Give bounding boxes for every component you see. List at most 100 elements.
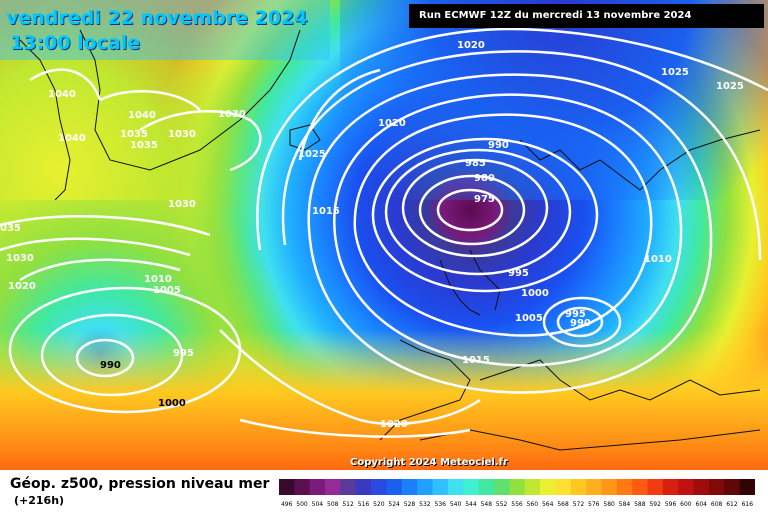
legend-swatch — [616, 479, 633, 495]
isobar-label: 1030 — [6, 253, 34, 264]
parameter-title: Géop. z500, pression niveau mer — [10, 476, 270, 492]
isobar-w1005 — [19, 258, 181, 282]
isobar-label: 1040 — [58, 133, 86, 144]
isobar-label: 1010 — [144, 274, 172, 285]
legend-swatch — [524, 479, 541, 495]
color-legend: 496 500 504 508 512 516 520 524 528 532 536 540 544 5… — [279, 479, 756, 509]
isobar-label: 990 — [570, 318, 591, 329]
legend-tick-label: 556 — [511, 501, 523, 508]
isobar-label: 1030 — [168, 129, 196, 140]
legend-tick-label: 512 — [342, 501, 354, 508]
legend-tick-label: 580 — [603, 501, 615, 508]
legend-swatch — [325, 479, 341, 495]
isobar-w995 — [40, 313, 184, 397]
isobar-label: 1005 — [515, 313, 543, 324]
legend-swatch — [309, 479, 326, 495]
isobar-label: 975 — [474, 194, 495, 205]
legend-tick-label: 616 — [742, 501, 754, 508]
isobar-label: 1040 — [48, 89, 76, 100]
isobar-label: 1030 — [218, 109, 246, 120]
isobar-label: 1020 — [380, 419, 408, 430]
iberia-coast — [379, 339, 471, 441]
legend-tick-label: 568 — [557, 501, 569, 508]
isobar-label: 985 — [465, 158, 486, 169]
northwest-field — [0, 0, 330, 60]
isobar-label: 1020 — [457, 40, 485, 51]
legend-tick-label: 532 — [419, 501, 431, 508]
legend-swatch — [739, 479, 756, 495]
legend-swatch — [355, 479, 372, 495]
isobar-1020 — [256, 27, 768, 251]
legend-tick-label: 584 — [619, 501, 631, 508]
isobar-985 — [401, 158, 549, 258]
legend-tick-label: 528 — [404, 501, 416, 508]
british-isles-coast — [439, 249, 501, 316]
legend-swatch — [478, 479, 495, 495]
scandinavia-coast — [519, 129, 761, 191]
isobar-label: 980 — [474, 173, 495, 184]
isobar-1005 — [333, 93, 683, 367]
legend-swatch — [386, 479, 403, 495]
legend-tick-label: 612 — [726, 501, 738, 508]
iceland-coast — [289, 124, 321, 151]
legend-tick-label: 496 — [281, 501, 293, 508]
legend-swatch — [678, 479, 695, 495]
legend-swatch — [724, 479, 741, 495]
isobar-980 — [418, 174, 526, 246]
isobar-label: 1010 — [644, 254, 672, 265]
forecast-time: 13:00 locale — [10, 32, 141, 54]
lead-time: (+216h) — [14, 494, 65, 507]
legend-tick-label: 520 — [373, 501, 385, 508]
legend-swatch — [447, 479, 464, 495]
isobar-w1010 — [0, 237, 191, 257]
legend-swatch — [417, 479, 434, 495]
legend-tick-label: 548 — [481, 501, 493, 508]
isobar-1030-ridge — [139, 110, 262, 172]
legend-tick-label: 588 — [634, 501, 646, 508]
legend-tick-label: 544 — [465, 501, 477, 508]
map-canvas: 1040 1040 1040 1035 1035 1030 1030 1030 … — [0, 0, 768, 470]
isobar-label: 995 — [173, 348, 194, 359]
isobar-label: 1000 — [521, 288, 549, 299]
isobar-1020-s — [239, 418, 471, 438]
isobar-975 — [436, 188, 504, 232]
legend-swatch — [570, 479, 587, 495]
isobar-1010 — [307, 73, 713, 394]
legend-tick-label: 600 — [680, 501, 692, 508]
legend-swatch — [432, 479, 449, 495]
isobar-1015-s — [219, 329, 481, 426]
legend-swatch — [662, 479, 679, 495]
legend-swatch — [693, 479, 710, 495]
legend-tick-label: 604 — [696, 501, 708, 508]
legend-tick-label: 500 — [296, 501, 308, 508]
legend-swatch — [540, 479, 556, 495]
isobar-label: 1000 — [158, 398, 186, 409]
isobar-labels: 1040 1040 1040 1035 1035 1030 1030 1030 … — [0, 40, 744, 430]
isobar-1040-ridge — [29, 68, 102, 101]
isobar-label: 1025 — [716, 81, 744, 92]
isobar-label: 035 — [0, 223, 21, 234]
isobar-990 — [384, 148, 572, 276]
map-footer: Géop. z500, pression niveau mer (+216h) … — [0, 470, 768, 512]
isobar-995 — [371, 137, 599, 293]
isobar-label: 1025 — [661, 67, 689, 78]
isobar-label: 1015 — [312, 206, 340, 217]
legend-swatch — [493, 479, 510, 495]
greenland-coast — [19, 29, 301, 201]
isobar-label: 1020 — [378, 118, 406, 129]
isobars — [0, 27, 768, 438]
isobar-label: 1030 — [168, 199, 196, 210]
legend-swatch — [340, 479, 357, 495]
legend-swatch — [647, 479, 664, 495]
legend-tick-label: 552 — [496, 501, 508, 508]
legend-swatch — [371, 479, 387, 495]
isobar-label: 1035 — [130, 140, 158, 151]
legend-tick-label: 540 — [450, 501, 462, 508]
legend-tick-label: 576 — [588, 501, 600, 508]
isobar-1035-ridge — [99, 90, 201, 111]
legend-tick-label: 596 — [665, 501, 677, 508]
legend-tick-label: 592 — [649, 501, 661, 508]
legend-tick-label: 524 — [388, 501, 400, 508]
legend-tick-label: 508 — [327, 501, 339, 508]
weather-map: 1040 1040 1040 1035 1035 1030 1030 1030 … — [0, 0, 768, 470]
